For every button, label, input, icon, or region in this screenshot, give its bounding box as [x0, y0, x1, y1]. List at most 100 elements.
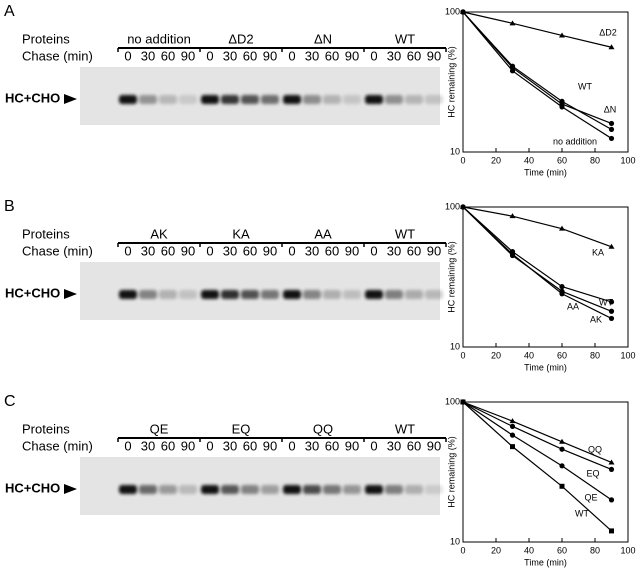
band — [139, 290, 157, 299]
y-axis-label: HC remaining (%) — [446, 241, 456, 313]
marker — [460, 204, 466, 210]
marker — [509, 252, 516, 259]
marker — [509, 423, 516, 429]
x-tick-label: 100 — [620, 350, 635, 360]
lane-label: 60 — [325, 243, 339, 258]
plot-frame — [462, 206, 629, 348]
group-label: ΔN — [314, 31, 332, 46]
band — [303, 95, 321, 104]
series-line — [462, 401, 612, 532]
band — [303, 485, 321, 494]
series-line — [462, 11, 612, 48]
proteins-label: Proteins — [22, 31, 70, 46]
lane-label: 30 — [141, 243, 155, 258]
marker — [608, 44, 615, 50]
band — [425, 95, 443, 104]
lane-label: 0 — [288, 48, 295, 63]
marker — [608, 315, 615, 322]
y-tick-label: 100 — [445, 396, 460, 406]
group-label: AA — [314, 226, 332, 241]
series-line — [462, 206, 612, 248]
group-label: QQ — [313, 421, 333, 436]
y-tick-label: 10 — [450, 341, 460, 351]
band — [405, 485, 423, 494]
y-tick-label: 100 — [445, 201, 460, 211]
band — [343, 485, 361, 494]
lane-label: 60 — [325, 48, 339, 63]
band — [425, 290, 443, 299]
x-axis-label: Time (min) — [524, 557, 567, 567]
group-label: no addition — [127, 31, 191, 46]
marker — [608, 466, 615, 473]
band — [261, 290, 279, 299]
marker — [509, 213, 516, 219]
marker — [559, 463, 565, 469]
series-line — [462, 401, 612, 470]
proteins-label: Proteins — [22, 226, 70, 241]
lane-label: 60 — [407, 438, 421, 453]
band — [303, 290, 321, 299]
marker — [559, 101, 565, 107]
series-annotation: WT — [578, 81, 592, 91]
band — [283, 485, 301, 494]
series-annotation: no addition — [553, 136, 597, 146]
group-label: WT — [395, 226, 415, 241]
band — [343, 290, 361, 299]
x-tick-label: 40 — [524, 545, 534, 555]
band — [283, 95, 301, 104]
lane-label: 0 — [124, 48, 131, 63]
marker — [509, 249, 516, 255]
lane-label: 60 — [161, 48, 175, 63]
arrowhead — [64, 484, 77, 494]
band — [201, 485, 219, 494]
marker — [509, 418, 516, 424]
band — [385, 290, 403, 299]
lane-label: 30 — [223, 48, 237, 63]
series-line — [462, 206, 612, 303]
marker — [608, 243, 615, 249]
series-line — [462, 11, 612, 124]
marker — [559, 483, 565, 489]
band — [323, 95, 341, 104]
band — [241, 485, 259, 494]
series-annotation: QE — [584, 492, 597, 502]
lane-label: 30 — [387, 438, 401, 453]
series-annotation: AK — [590, 314, 602, 324]
group-label: ΔD2 — [228, 31, 253, 46]
marker — [509, 432, 516, 438]
band — [365, 485, 383, 494]
series-line — [462, 206, 612, 312]
lane-label: 0 — [206, 48, 213, 63]
marker — [559, 446, 565, 452]
marker — [608, 299, 615, 305]
band — [365, 290, 383, 299]
marker — [460, 9, 466, 15]
y-tick-label: 10 — [450, 146, 460, 156]
lane-label: 90 — [345, 48, 359, 63]
lane-label: 0 — [370, 48, 377, 63]
x-axis-label: Time (min) — [524, 167, 567, 177]
lane-label: 0 — [370, 438, 377, 453]
series-line — [462, 401, 612, 464]
x-tick-label: 80 — [590, 350, 600, 360]
series-annotation: KA — [592, 247, 604, 257]
band-label: HC+CHO — [5, 480, 60, 495]
proteins-label: Proteins — [22, 421, 70, 436]
band — [323, 485, 341, 494]
series-annotation: EQ — [586, 468, 599, 478]
marker — [608, 126, 615, 133]
series-annotation: AA — [567, 301, 579, 311]
lane-label: 60 — [407, 48, 421, 63]
band — [119, 485, 137, 494]
lane-label: 0 — [124, 243, 131, 258]
band — [425, 485, 443, 494]
lane-label: 90 — [181, 48, 195, 63]
lane-label: 60 — [243, 48, 257, 63]
lane-label: 30 — [387, 48, 401, 63]
lane-label: 90 — [345, 243, 359, 258]
marker — [608, 459, 615, 465]
band — [139, 485, 157, 494]
arrowhead — [64, 94, 77, 104]
band — [385, 95, 403, 104]
